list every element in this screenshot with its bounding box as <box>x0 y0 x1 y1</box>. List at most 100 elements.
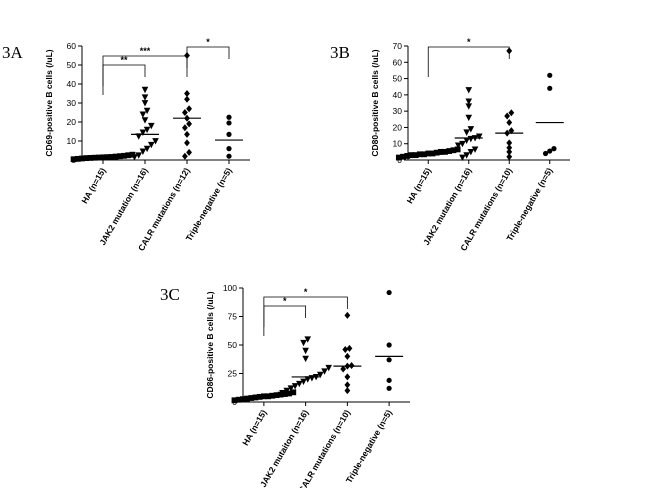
data-point-3b-1-11 <box>467 126 475 133</box>
data-point-3a-1-0 <box>131 154 138 161</box>
data-point-3a-1-8 <box>143 126 151 134</box>
category-label-3b-0: HA (n=15) <box>405 166 434 205</box>
data-point-3a-2-5 <box>186 120 192 128</box>
data-point-3b-0-11 <box>442 148 448 155</box>
data-point-3a-1-6 <box>135 133 142 140</box>
data-point-3b-3-4 <box>547 72 553 78</box>
y-tick-label-3a-2: 20 <box>67 117 77 127</box>
significance-label-3c-0: * <box>283 296 287 306</box>
data-point-3a-3-4 <box>226 114 232 120</box>
chart-3c: 0255075100CD86-positive B cells (/uL)HA … <box>205 283 410 488</box>
data-point-3a-1-14 <box>141 94 149 101</box>
data-point-3b-0-12 <box>446 148 453 154</box>
data-point-3a-1-13 <box>141 100 149 107</box>
y-tick-label-3b-2: 20 <box>393 122 403 132</box>
data-point-3c-0-12 <box>281 391 288 397</box>
data-point-3a-3-2 <box>226 131 232 137</box>
data-point-3b-0-13 <box>450 147 457 154</box>
significance-bracket-3a-0 <box>102 64 146 95</box>
y-tick-label-3c-4: 100 <box>223 283 237 293</box>
data-point-3b-2-3 <box>506 139 513 147</box>
data-point-3c-2-1 <box>344 381 351 389</box>
data-point-3b-1-2 <box>467 148 475 156</box>
data-point-3a-0-10 <box>112 153 119 160</box>
y-tick-label-3b-3: 30 <box>393 106 403 116</box>
category-label-3c-3: Triple-negative (n=5) <box>344 408 394 485</box>
data-point-3a-1-1 <box>135 152 142 159</box>
y-tick-label-3a-6: 60 <box>67 41 77 51</box>
data-point-3a-3-0 <box>226 153 232 159</box>
data-point-3b-1-9 <box>475 133 483 140</box>
y-tick-label-3b-5: 50 <box>393 74 403 84</box>
significance-label-3a-0: ** <box>120 55 128 65</box>
data-point-3b-2-5 <box>508 127 515 135</box>
data-point-3c-1-12 <box>302 355 309 363</box>
data-point-3b-0-2 <box>404 153 411 159</box>
data-point-3c-3-0 <box>386 385 392 391</box>
data-point-3c-1-11 <box>325 364 333 372</box>
data-point-3a-1-4 <box>148 141 155 149</box>
data-point-3c-1-6 <box>304 376 312 383</box>
category-label-3c-1: JAK2 mutaiton (n=16) <box>258 408 311 488</box>
data-point-3b-1-3 <box>471 146 479 153</box>
data-point-3c-1-13 <box>302 347 309 355</box>
y-tick-label-3b-1: 10 <box>393 139 403 149</box>
data-point-3b-1-12 <box>465 114 473 122</box>
significance-bracket-3c-1 <box>263 296 348 327</box>
data-point-3b-3-0 <box>542 150 549 157</box>
data-point-3c-1-0 <box>279 389 286 397</box>
y-tick-label-3b-6: 60 <box>393 57 403 67</box>
data-point-3a-2-1 <box>186 148 192 156</box>
data-point-3a-2-8 <box>186 105 192 113</box>
data-point-3a-0-3 <box>83 155 90 161</box>
y-tick-label-3a-1: 10 <box>67 136 77 146</box>
panel-letter-3b: 3B <box>330 43 350 62</box>
data-point-3b-2-6 <box>506 119 513 127</box>
data-point-3a-1-11 <box>139 111 147 118</box>
chart-3a: 0102030405060CD69-positive B cells (/uL)… <box>44 37 250 253</box>
panel-letter-3a: 3A <box>2 43 24 62</box>
data-point-3b-0-3 <box>408 152 415 159</box>
data-point-3c-2-0 <box>344 387 351 395</box>
data-point-3c-1-15 <box>304 336 312 343</box>
data-point-3c-2-7 <box>342 346 349 354</box>
y-tick-label-3a-4: 40 <box>67 79 77 89</box>
data-point-3c-0-10 <box>273 392 280 399</box>
data-point-3b-2-0 <box>506 153 513 161</box>
data-point-3c-1-5 <box>300 378 307 385</box>
data-point-3c-0-2 <box>239 396 246 403</box>
data-point-3a-1-10 <box>141 117 149 124</box>
data-point-3b-0-9 <box>433 149 440 156</box>
data-point-3b-0-7 <box>425 150 432 157</box>
data-point-3a-0-9 <box>108 154 115 160</box>
data-point-3a-2-2 <box>184 139 190 147</box>
data-point-3a-2-4 <box>182 124 188 132</box>
data-point-3a-2-9 <box>184 95 190 103</box>
data-point-3b-3-2 <box>551 146 557 152</box>
data-point-3c-0-0 <box>231 397 238 404</box>
chart-3b: 010203040506070CD80-positive B cells (/u… <box>370 37 570 253</box>
y-tick-label-3c-3: 75 <box>228 312 238 322</box>
data-point-3c-2-3 <box>340 365 347 373</box>
data-point-3a-2-7 <box>182 109 188 116</box>
data-point-3c-1-4 <box>296 380 303 388</box>
y-axis-label-3a: CD69-positive B cells (/uL) <box>44 49 54 156</box>
data-point-3b-0-8 <box>429 150 436 157</box>
data-point-3c-0-3 <box>244 395 250 402</box>
significance-bracket-3c-0 <box>263 305 307 336</box>
data-point-3c-0-9 <box>269 392 276 399</box>
data-point-3a-2-0 <box>182 152 188 160</box>
panel-letter-3c: 3C <box>160 285 180 304</box>
data-point-3b-2-8 <box>508 109 515 117</box>
data-point-3b-2-7 <box>504 112 511 120</box>
data-point-3b-1-5 <box>459 140 466 148</box>
data-point-3b-3-1 <box>547 148 553 154</box>
data-point-3a-0-11 <box>116 153 123 160</box>
data-point-3a-1-15 <box>141 86 149 94</box>
data-point-3a-2-3 <box>184 130 190 138</box>
data-point-3b-1-15 <box>465 87 473 94</box>
category-label-3c-0: HA (n=15) <box>240 408 269 447</box>
data-point-3b-1-14 <box>465 98 473 105</box>
category-label-3a-3: Triple-negative (n=5) <box>184 166 234 243</box>
y-tick-label-3a-3: 30 <box>67 98 77 108</box>
